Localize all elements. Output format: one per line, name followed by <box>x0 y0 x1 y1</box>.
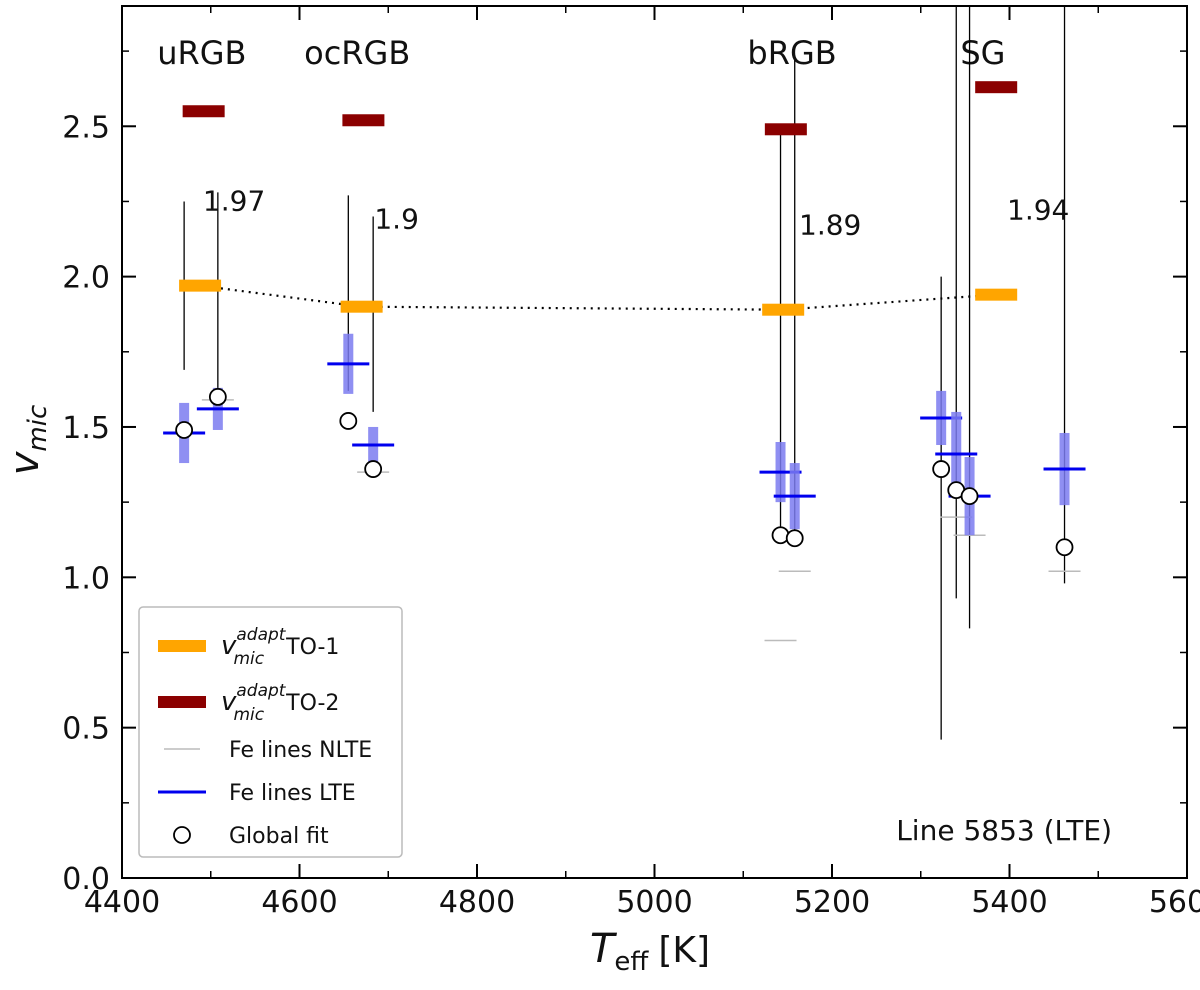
global-fit-point <box>175 421 194 439</box>
global-fit-point <box>932 460 951 478</box>
legend-box <box>138 606 403 858</box>
x-tick-label: 5200 <box>794 885 870 920</box>
to1-connector <box>199 284 997 311</box>
global-fit-point <box>771 526 790 545</box>
group-label: uRGB <box>157 34 246 72</box>
x-tick-label: 4600 <box>261 885 337 920</box>
to1-bar <box>762 303 805 316</box>
to1-value-label: 1.94 <box>1007 193 1069 226</box>
y-tick-label: 1.0 <box>62 561 110 596</box>
legend-to2-swatch <box>158 696 206 708</box>
y-tick-label: 0.0 <box>62 862 110 897</box>
y-tick-label: 1.5 <box>62 411 110 446</box>
global-fit-point <box>960 487 979 506</box>
global-fit-point <box>1055 538 1074 557</box>
to2-bar <box>182 105 225 118</box>
to2-bar <box>764 123 807 136</box>
legend-nlte-label: Fe lines NLTE <box>229 738 372 763</box>
legend: vadapt mic TO-1 vadapt mic TO-2 Fe lines NLTE F… <box>138 606 403 858</box>
to1-value-label: 1.89 <box>799 209 861 242</box>
to1-value-label: 1.9 <box>374 203 419 236</box>
to1-value-label: 1.97 <box>203 184 265 217</box>
x-tick-label: 4800 <box>439 885 515 920</box>
to2-bar <box>342 114 385 127</box>
y-axis-title-sub: mic <box>23 405 53 452</box>
group-label: bRGB <box>747 34 836 72</box>
global-fit-point <box>364 460 383 478</box>
legend-global-label: Global fit <box>229 824 329 849</box>
y-tick-label: 0.5 <box>62 712 110 747</box>
x-axis-title-unit: [K] <box>658 930 710 971</box>
legend-global-swatch <box>173 826 191 844</box>
global-fit-point <box>339 412 358 430</box>
legend-to1-swatch <box>158 640 206 652</box>
group-label: SG <box>960 34 1005 72</box>
y-axis-title: vmic <box>2 405 53 476</box>
x-axis-title: Teff [K] <box>590 926 710 977</box>
x-tick-label: 4400 <box>84 885 160 920</box>
to1-bar <box>179 279 222 292</box>
legend-to2-label: vadapt mic TO-2 <box>221 681 339 725</box>
x-axis-title-main: T <box>590 926 618 972</box>
x-tick-label: 5000 <box>616 885 692 920</box>
x-tick-label: 5400 <box>971 885 1047 920</box>
global-fit-point <box>785 529 804 548</box>
x-axis-title-sub: eff <box>614 947 649 977</box>
y-axis-title-main: v <box>2 450 48 475</box>
line-annotation: Line 5853 (LTE) <box>896 814 1112 847</box>
y-tick-label: 2.0 <box>62 261 110 296</box>
global-fit-point <box>208 387 227 406</box>
group-label: ocRGB <box>304 34 410 72</box>
to1-bar <box>340 300 383 313</box>
y-tick-label: 2.5 <box>62 110 110 145</box>
to2-bar <box>975 81 1018 94</box>
to1-bar <box>975 288 1018 301</box>
legend-lte-label: Fe lines LTE <box>229 781 356 806</box>
legend-to1-label: vadapt mic TO-1 <box>221 625 339 669</box>
